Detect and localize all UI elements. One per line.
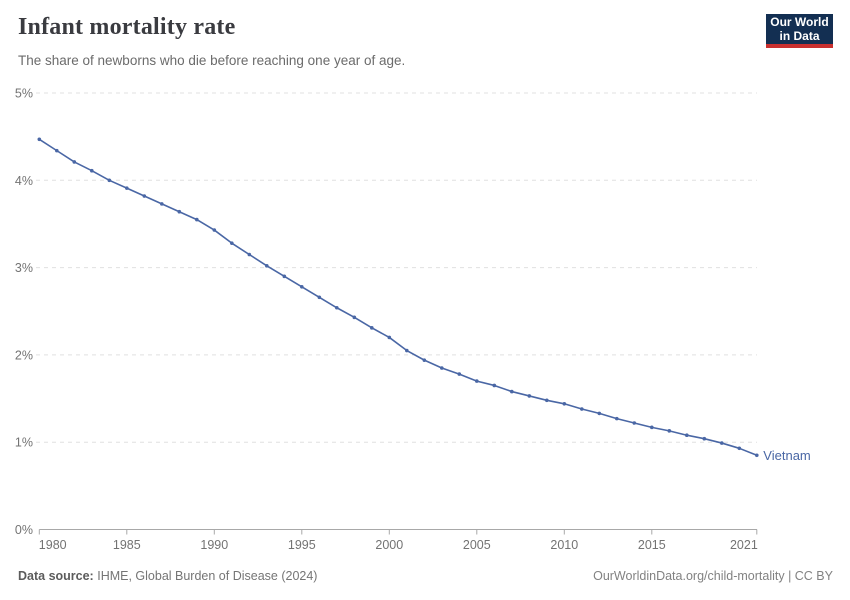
x-tick-label-1990: 1990	[200, 538, 228, 552]
data-point-vietnam-2001[interactable]	[405, 348, 409, 353]
x-tick-label-2010: 2010	[550, 538, 578, 552]
data-point-vietnam-2010[interactable]	[562, 401, 567, 406]
series-line-vietnam[interactable]	[38, 138, 758, 457]
y-tick-label-2%: 2%	[15, 348, 33, 362]
data-point-vietnam-1982[interactable]	[72, 160, 77, 164]
data-point-vietnam-1995[interactable]	[300, 285, 304, 289]
data-point-vietnam-2012[interactable]	[597, 411, 602, 416]
data-point-vietnam-2016[interactable]	[667, 429, 672, 433]
data-point-vietnam-2005[interactable]	[475, 379, 479, 383]
data-point-vietnam-2015[interactable]	[650, 425, 654, 430]
data-point-vietnam-2008[interactable]	[527, 394, 532, 398]
data-point-vietnam-2007[interactable]	[510, 389, 514, 394]
data-point-vietnam-2013[interactable]	[615, 416, 619, 421]
data-point-vietnam-1993[interactable]	[265, 264, 269, 268]
y-tick-label-5%: 5%	[15, 87, 33, 101]
data-point-vietnam-2014[interactable]	[632, 421, 637, 425]
data-point-vietnam-1986[interactable]	[142, 194, 147, 198]
x-tick-label-2015: 2015	[638, 538, 666, 552]
y-tick-label-3%: 3%	[15, 261, 33, 275]
data-point-vietnam-2006[interactable]	[492, 383, 497, 388]
owid-logo-line1: Our World	[770, 15, 829, 29]
data-point-vietnam-2002[interactable]	[422, 358, 427, 362]
x-tick-label-2021: 2021	[730, 538, 758, 552]
data-point-vietnam-2009[interactable]	[545, 398, 549, 403]
data-point-vietnam-1997[interactable]	[335, 305, 339, 310]
data-point-vietnam-1987[interactable]	[160, 202, 164, 206]
data-source-text: IHME, Global Burden of Disease (2024)	[97, 569, 318, 583]
y-tick-label-4%: 4%	[15, 174, 33, 188]
attribution-link[interactable]: OurWorldinData.org/child-mortality | CC …	[593, 569, 833, 583]
data-point-vietnam-2011[interactable]	[580, 407, 584, 411]
data-source: Data source: IHME, Global Burden of Dise…	[18, 569, 317, 583]
data-point-vietnam-1980[interactable]	[37, 137, 42, 142]
data-point-vietnam-1991[interactable]	[230, 241, 234, 245]
data-point-vietnam-1983[interactable]	[90, 168, 94, 173]
data-point-vietnam-2019[interactable]	[720, 441, 724, 445]
data-point-vietnam-2018[interactable]	[702, 436, 707, 441]
entity-label-vietnam[interactable]: Vietnam	[763, 448, 810, 463]
chart-footer: Data source: IHME, Global Burden of Dise…	[18, 569, 833, 583]
data-point-vietnam-1985[interactable]	[125, 186, 129, 190]
data-point-vietnam-1990[interactable]	[212, 228, 217, 232]
x-tick-label-2000: 2000	[375, 538, 403, 552]
owid-logo[interactable]: Our World in Data	[766, 14, 833, 48]
data-point-vietnam-2020[interactable]	[737, 446, 742, 451]
data-point-vietnam-2004[interactable]	[457, 372, 462, 376]
data-point-vietnam-2003[interactable]	[440, 366, 444, 370]
data-source-label: Data source:	[18, 569, 94, 583]
data-point-vietnam-2017[interactable]	[685, 433, 689, 438]
owid-logo-line2: in Data	[779, 29, 820, 43]
data-point-vietnam-1984[interactable]	[107, 178, 112, 183]
x-tick-label-1980: 1980	[39, 538, 67, 552]
chart-title: Infant mortality rate	[18, 14, 236, 40]
data-point-vietnam-1992[interactable]	[247, 252, 252, 257]
data-point-vietnam-1989[interactable]	[195, 217, 199, 222]
y-tick-label-1%: 1%	[15, 436, 33, 450]
data-point-vietnam-1999[interactable]	[370, 326, 374, 330]
y-tick-label-0%: 0%	[15, 523, 33, 537]
data-point-vietnam-1996[interactable]	[317, 295, 322, 300]
chart-subtitle: The share of newborns who die before rea…	[18, 53, 406, 68]
data-point-vietnam-1998[interactable]	[352, 315, 357, 320]
data-point-vietnam-1981[interactable]	[55, 148, 59, 153]
x-tick-label-1995: 1995	[288, 538, 316, 552]
data-point-vietnam-2000[interactable]	[387, 335, 392, 340]
x-tick-label-1985: 1985	[113, 538, 141, 552]
data-point-vietnam-1994[interactable]	[282, 274, 287, 279]
data-point-vietnam-2021[interactable]	[755, 453, 759, 458]
x-tick-label-2005: 2005	[463, 538, 491, 552]
data-point-vietnam-1988[interactable]	[177, 209, 182, 214]
